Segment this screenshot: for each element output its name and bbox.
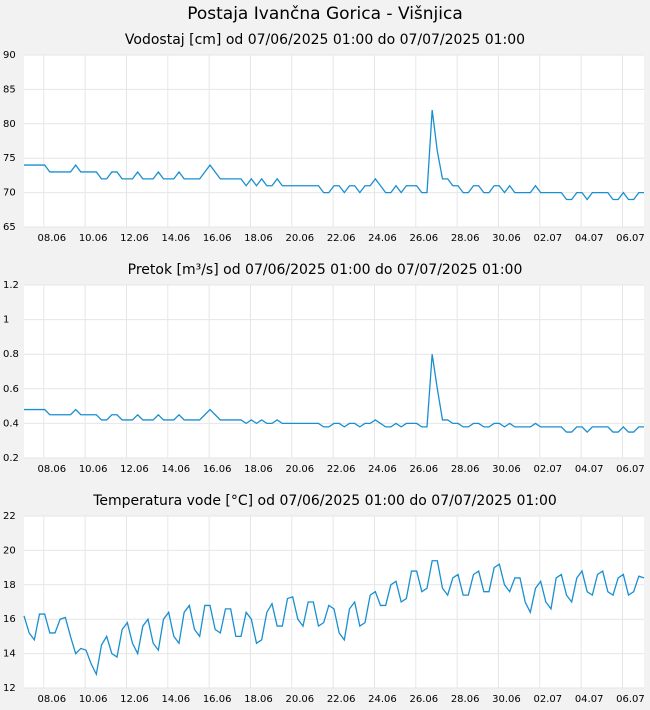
plot-area <box>24 516 644 688</box>
data-line <box>24 109 644 201</box>
x-tick-label: 02.07 <box>533 464 562 475</box>
plot-area <box>24 55 644 227</box>
page-title: Postaja Ivančna Gorica - Višnjica <box>187 4 463 24</box>
x-tick-label: 08.06 <box>37 233 66 244</box>
y-tick-label: 14 <box>3 649 16 660</box>
x-tick-label: 16.06 <box>203 233 232 244</box>
chart-subtitle: Pretok [m³/s] od 07/06/2025 01:00 do 07/… <box>128 262 523 278</box>
data-line <box>24 354 644 433</box>
x-tick-label: 16.06 <box>203 694 232 705</box>
x-tick-label: 04.07 <box>575 464 604 475</box>
x-tick-label: 20.06 <box>285 464 314 475</box>
x-tick-label: 22.06 <box>327 694 356 705</box>
x-tick-label: 20.06 <box>285 233 314 244</box>
x-tick-label: 24.06 <box>368 694 397 705</box>
x-tick-label: 06.07 <box>616 233 645 244</box>
y-tick-label: 90 <box>3 50 16 61</box>
x-tick-label: 12.06 <box>120 694 149 705</box>
x-tick-label: 08.06 <box>37 464 66 475</box>
y-tick-label: 0.2 <box>3 453 19 464</box>
y-tick-label: 80 <box>3 119 16 130</box>
y-tick-label: 65 <box>3 222 16 233</box>
y-tick-label: 12 <box>3 683 16 694</box>
x-tick-label: 22.06 <box>327 464 356 475</box>
x-tick-label: 04.07 <box>575 694 604 705</box>
data-line <box>23 560 645 677</box>
y-tick-label: 18 <box>3 580 16 591</box>
x-tick-label: 30.06 <box>492 233 521 244</box>
y-tick-label: 70 <box>3 188 16 199</box>
x-tick-label: 10.06 <box>79 233 108 244</box>
x-tick-label: 06.07 <box>616 694 645 705</box>
x-tick-label: 12.06 <box>120 233 149 244</box>
x-tick-label: 18.06 <box>244 694 273 705</box>
y-tick-label: 0.6 <box>3 384 19 395</box>
x-tick-label: 06.07 <box>616 464 645 475</box>
x-tick-label: 26.06 <box>409 694 438 705</box>
plot-area <box>24 285 644 458</box>
y-tick-label: 0.4 <box>3 418 19 429</box>
x-tick-label: 30.06 <box>492 694 521 705</box>
x-tick-label: 22.06 <box>327 233 356 244</box>
x-tick-label: 10.06 <box>79 464 108 475</box>
chart-subtitle: Temperatura vode [°C] od 07/06/2025 01:0… <box>92 493 557 509</box>
x-tick-label: 24.06 <box>368 233 397 244</box>
x-tick-label: 26.06 <box>409 233 438 244</box>
x-tick-label: 30.06 <box>492 464 521 475</box>
x-tick-label: 28.06 <box>451 233 480 244</box>
y-tick-label: 1.2 <box>3 280 19 291</box>
x-tick-label: 12.06 <box>120 464 149 475</box>
y-tick-label: 85 <box>3 84 16 95</box>
x-tick-label: 16.06 <box>203 464 232 475</box>
x-tick-label: 18.06 <box>244 464 273 475</box>
x-tick-label: 26.06 <box>409 464 438 475</box>
x-tick-label: 20.06 <box>285 694 314 705</box>
chart-subtitle: Vodostaj [cm] od 07/06/2025 01:00 do 07/… <box>125 32 525 48</box>
x-tick-label: 10.06 <box>79 694 108 705</box>
x-tick-label: 28.06 <box>451 694 480 705</box>
y-tick-label: 16 <box>3 614 16 625</box>
x-tick-label: 04.07 <box>575 233 604 244</box>
x-tick-label: 02.07 <box>533 694 562 705</box>
y-tick-label: 20 <box>3 545 16 556</box>
x-tick-label: 18.06 <box>244 233 273 244</box>
x-tick-label: 14.06 <box>161 233 190 244</box>
y-tick-label: 1 <box>3 315 9 326</box>
x-tick-label: 08.06 <box>37 694 66 705</box>
y-tick-label: 22 <box>3 511 16 522</box>
x-tick-label: 14.06 <box>161 694 190 705</box>
x-tick-label: 02.07 <box>533 233 562 244</box>
y-tick-label: 0.8 <box>3 349 19 360</box>
y-tick-label: 75 <box>3 153 16 164</box>
x-tick-label: 24.06 <box>368 464 397 475</box>
x-tick-label: 14.06 <box>161 464 190 475</box>
x-tick-label: 28.06 <box>451 464 480 475</box>
